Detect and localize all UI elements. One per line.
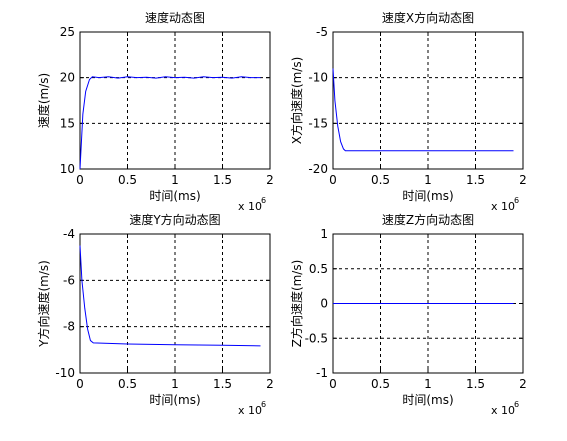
y-tick-label: -10 [55,366,75,380]
x-axis-label: 时间(ms) [402,189,453,203]
chart-title: 速度动态图 [145,10,205,25]
x-axis-label: 时间(ms) [149,189,200,203]
x-multiplier-exponent: 6 [261,400,266,409]
x-tick-label: 1.5 [466,173,485,187]
y-axis-label: Z方向速度(m/s) [289,260,304,348]
x-tick-label: 0.5 [118,173,137,187]
y-tick-label: -5 [316,25,328,39]
x-tick-label: 0 [76,173,84,187]
x-tick-label: 2 [266,377,274,391]
y-tick-label: -0.5 [305,331,328,345]
x-tick-label: 0.5 [371,377,390,391]
y-tick-label: -4 [63,227,75,241]
y-axis-label: Y方向速度(m/s) [36,260,51,348]
x-multiplier: x 10 [238,404,262,417]
y-tick-label: -20 [308,162,328,176]
x-tick-label: 1 [171,377,179,391]
chart-title: 速度X方向动态图 [382,10,474,25]
y-tick-label: 25 [60,25,75,39]
x-multiplier-exponent: 6 [514,196,519,205]
x-axis-label: 时间(ms) [402,393,453,407]
y-tick-label: -8 [63,320,75,334]
x-tick-label: 1.5 [213,377,232,391]
x-multiplier: x 10 [491,200,515,213]
series-line [332,68,514,152]
x-tick-label: 1.5 [213,173,232,187]
x-tick-label: 0 [76,377,84,391]
x-axis-label: 时间(ms) [149,393,200,407]
x-tick-label: 0.5 [371,173,390,187]
y-tick-label: -6 [63,273,75,287]
y-tick-label: 15 [60,116,75,130]
x-tick-label: 0 [329,377,337,391]
series-line [79,76,261,170]
chart-title: 速度Z方向动态图 [382,212,474,227]
y-tick-label: -1 [316,366,328,380]
x-tick-label: 1 [424,173,432,187]
series-line [79,245,261,347]
x-tick-label: 2 [519,173,527,187]
x-tick-label: 1.5 [466,377,485,391]
x-tick-label: 0.5 [118,377,137,391]
y-tick-label: 10 [60,162,75,176]
x-multiplier-exponent: 6 [514,400,519,409]
x-multiplier-exponent: 6 [261,196,266,205]
x-multiplier: x 10 [238,200,262,213]
y-tick-label: -10 [308,71,328,85]
x-tick-label: 1 [171,173,179,187]
y-axis-label: 速度(m/s) [36,73,51,128]
x-tick-label: 2 [519,377,527,391]
y-tick-label: 20 [60,71,75,85]
y-tick-label: 0 [320,297,328,311]
chart-title: 速度Y方向动态图 [129,212,220,227]
y-tick-label: 0.5 [309,262,328,276]
x-tick-label: 0 [329,173,337,187]
y-tick-label: -15 [308,116,328,130]
y-axis-label: X方向速度(m/s) [289,57,304,145]
x-tick-label: 2 [266,173,274,187]
y-tick-label: 1 [320,227,328,241]
x-tick-label: 1 [424,377,432,391]
x-multiplier: x 10 [491,404,515,417]
